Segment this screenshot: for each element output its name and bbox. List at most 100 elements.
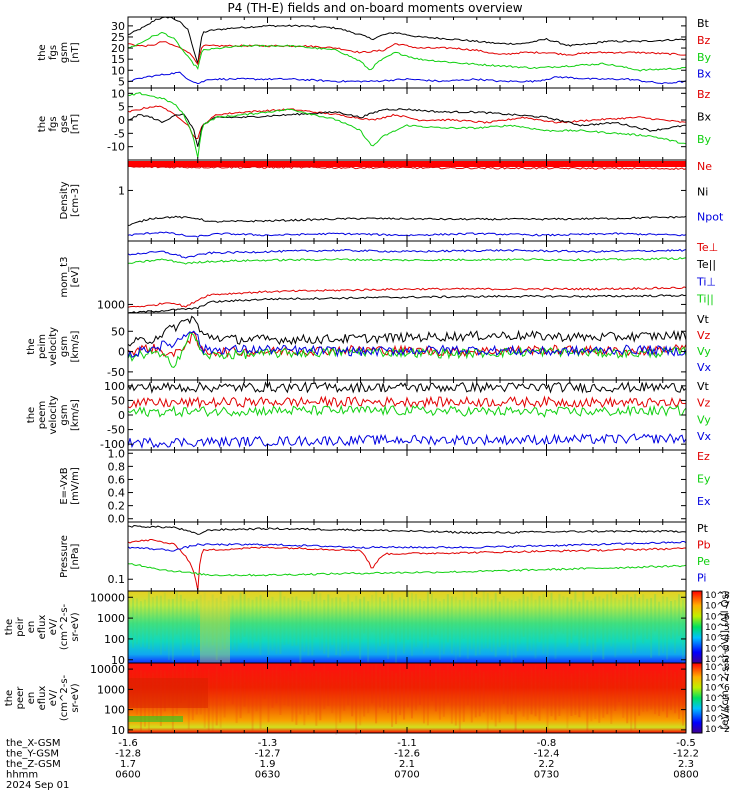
y-tick-label: 10000 (90, 591, 125, 604)
spectrogram-texture (442, 599, 445, 655)
spectrogram-texture (303, 667, 306, 726)
y-axis-label: the (4, 690, 15, 706)
legend-Pb: Pb (697, 538, 711, 551)
y-axis-label: en (26, 692, 37, 705)
spectrogram-texture (430, 593, 433, 637)
spectrogram-texture (395, 599, 398, 664)
series-line-Te|| (127, 294, 687, 314)
spectrogram-texture (267, 599, 270, 656)
legend-Vx: Vx (697, 430, 712, 443)
spectrogram-texture (387, 594, 390, 659)
y-tick-label: 1000 (97, 612, 125, 625)
spectrogram-texture (522, 594, 525, 637)
spectrogram-texture (235, 671, 238, 724)
y-axis-label: gsm (59, 42, 70, 63)
spectrogram-texture (546, 672, 549, 734)
y-axis-label: peim (37, 334, 48, 359)
spectrogram-texture (343, 601, 346, 654)
x-tick-label: -0.5 (676, 738, 696, 749)
spectrogram-texture (279, 591, 282, 655)
spectrogram-texture (383, 663, 386, 710)
spectrogram-texture (211, 672, 214, 734)
spectrogram-texture (331, 672, 334, 714)
spectrogram-texture (223, 667, 226, 718)
spectrogram-texture (167, 599, 170, 660)
spectrogram-texture (582, 670, 585, 711)
spectrogram-texture (434, 598, 437, 636)
spectrogram-texture (658, 601, 661, 656)
spectrogram-texture (618, 599, 621, 642)
spectrogram-texture (410, 593, 413, 656)
spectrogram-texture (462, 591, 465, 639)
spectrogram-texture (654, 670, 657, 715)
series-line-Vx (127, 330, 687, 358)
spectrogram-texture (590, 600, 593, 665)
legend-By: By (697, 133, 712, 146)
y-tick-label: 10000 (90, 663, 125, 676)
spectrogram-texture (139, 601, 142, 648)
series-line-Vt (127, 380, 687, 394)
panel-peim_velocity: -50 0 50 the peim velocity gsm [km/s] Vt Vz Vy Vx (26, 312, 712, 381)
legend-Ti⊥: Ti⊥ (696, 275, 716, 288)
spectrogram-texture (682, 665, 685, 726)
spectrogram-texture (554, 599, 557, 659)
x-tick-label: -12.6 (394, 749, 420, 760)
series-line-Vz (127, 395, 687, 409)
y-axis-label: peem (37, 401, 48, 429)
spectrogram-texture (514, 601, 517, 658)
spectrogram-texture (550, 592, 553, 634)
spectrogram-texture (391, 592, 394, 634)
spectrogram-texture (670, 669, 673, 711)
panel-temperature: 1000 mom_t3 [eV] Te⊥ Te|| Ti⊥ Ti|| (59, 240, 718, 314)
spectrogram-texture (574, 591, 577, 636)
spectrogram-texture (239, 663, 242, 719)
y-axis-label: [eV] (70, 267, 81, 288)
spectrogram-texture (610, 591, 613, 647)
panel-efield: 0.00.20.40.60.81.0 E=-VxB [mV/m] Ez Ey Ex (59, 447, 711, 525)
spectrogram-texture (558, 593, 561, 632)
spectrogram-texture (634, 669, 637, 730)
spectrogram-texture (363, 596, 366, 634)
spectrogram-texture (458, 671, 461, 731)
legend-Bx: Bx (697, 68, 712, 81)
spectrogram-texture (518, 664, 521, 712)
spectrogram-texture (494, 672, 497, 727)
colorbar-tick-label: 10^8 (705, 663, 730, 673)
y-axis-label: the (4, 619, 15, 635)
spectrogram-texture (510, 672, 513, 715)
series-line-Ti|| (127, 256, 687, 265)
series-line-Vy (127, 332, 687, 368)
y-axis-label: peer (15, 686, 26, 710)
series-line-Bz (127, 105, 687, 140)
y-axis-label: sr-eV) (70, 612, 81, 641)
x-tick-label: -12.7 (255, 749, 281, 760)
panel-peer_en_eflux: 10 100 1000 10000 the peer en eflux eV/(cm^2-s-s… (4, 662, 687, 737)
spectrogram-texture (418, 599, 421, 642)
x-tick-label: -12.2 (673, 749, 699, 760)
spectrogram-texture (602, 598, 605, 660)
spectrogram-feature (128, 678, 208, 708)
spectrogram-texture (618, 663, 621, 702)
x-tick-label: 0630 (255, 770, 280, 781)
panel-density: 1 Density [cm-3] Ne Ni Npot (59, 159, 724, 242)
spectrogram-texture (454, 666, 457, 726)
spectrogram-texture (235, 599, 238, 652)
x-axis-row-label: 2024 Sep 01 (6, 780, 69, 791)
spectrogram-texture (215, 598, 218, 660)
spectrogram-texture (610, 667, 613, 724)
spectrogram-texture (630, 596, 633, 654)
x-axis-row-label: the_Y-GSM (6, 749, 59, 760)
y-axis-label: [nT] (70, 42, 81, 62)
spectrogram-texture (558, 666, 561, 716)
x-tick-label: 2.1 (399, 759, 415, 770)
y-axis-label: fgs (48, 116, 59, 131)
spectrogram-fill (128, 663, 686, 733)
spectrogram-texture (367, 664, 370, 714)
spectrogram-texture (414, 663, 417, 711)
spectrogram-texture (263, 599, 266, 637)
spectrogram-texture (530, 666, 533, 715)
y-tick-label: 100 (104, 380, 125, 393)
y-axis-label: velocity (48, 327, 59, 366)
spectrogram-texture (570, 599, 573, 644)
